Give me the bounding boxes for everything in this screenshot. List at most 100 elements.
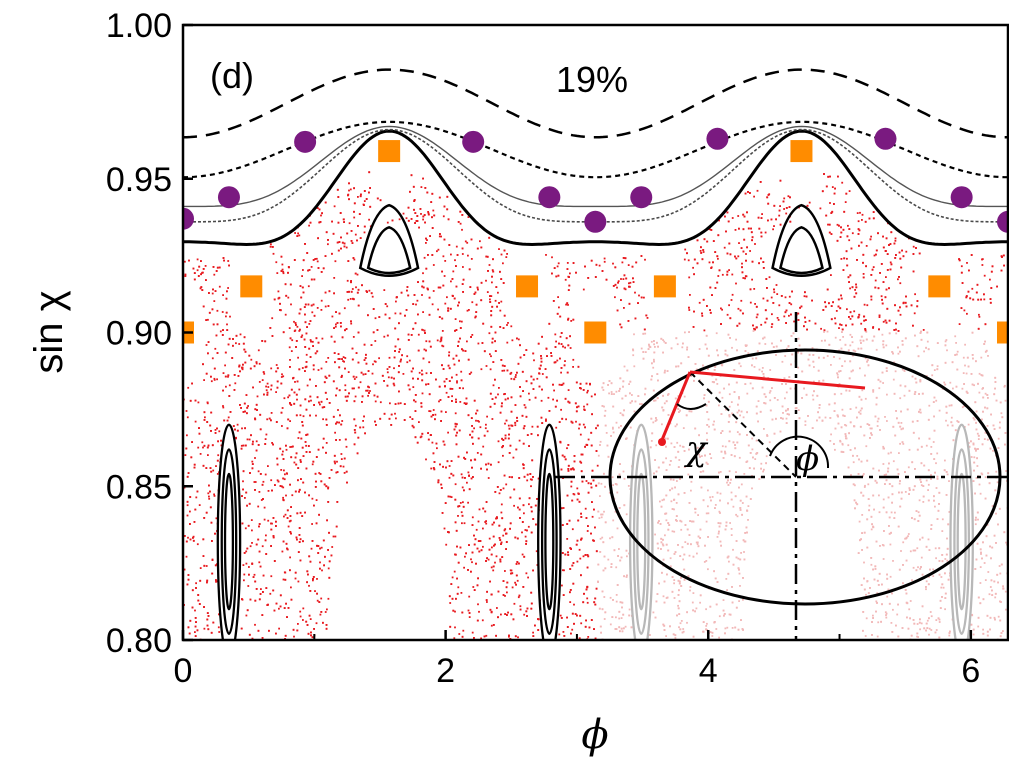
chaotic-orbit-point — [480, 299, 483, 302]
chaotic-orbit-point — [320, 546, 323, 549]
chaotic-orbit-point — [692, 609, 694, 612]
chaotic-orbit-point — [987, 397, 989, 399]
chaotic-orbit-point — [319, 547, 321, 550]
chaotic-orbit-point — [755, 357, 758, 360]
chaotic-orbit-point — [216, 266, 219, 269]
chaotic-orbit-point — [784, 311, 787, 314]
chaotic-orbit-point — [765, 278, 768, 280]
chaotic-orbit-point — [885, 612, 888, 615]
chaotic-orbit-point — [315, 257, 318, 260]
chaotic-orbit-point — [784, 397, 786, 400]
chaotic-orbit-point — [248, 502, 251, 505]
chaotic-orbit-point — [271, 317, 274, 320]
chaotic-orbit-point — [692, 266, 694, 269]
chaotic-orbit-point — [492, 384, 495, 387]
chaotic-orbit-point — [741, 628, 744, 630]
chaotic-orbit-point — [717, 532, 720, 535]
chaotic-orbit-point — [521, 553, 524, 556]
chaotic-orbit-point — [842, 336, 844, 338]
chaotic-orbit-point — [295, 346, 297, 348]
chaotic-orbit-point — [982, 598, 985, 601]
chaotic-orbit-point — [678, 589, 680, 592]
chaotic-orbit-point — [186, 416, 189, 419]
chaotic-orbit-point — [216, 309, 219, 312]
chaotic-orbit-point — [564, 397, 567, 400]
chaotic-orbit-point — [618, 548, 620, 550]
chaotic-orbit-point — [518, 562, 520, 565]
chaotic-orbit-point — [343, 221, 345, 223]
chaotic-orbit-point — [941, 530, 944, 532]
chaotic-orbit-point — [485, 423, 487, 426]
chaotic-orbit-point — [797, 312, 800, 315]
chaotic-orbit-point — [718, 219, 720, 222]
chaotic-orbit-point — [990, 557, 992, 560]
chaotic-orbit-point — [246, 504, 248, 507]
chaotic-orbit-point — [281, 425, 283, 427]
chaotic-orbit-point — [220, 439, 222, 442]
chaotic-orbit-point — [903, 394, 906, 397]
chaotic-orbit-point — [585, 480, 588, 482]
chaotic-orbit-point — [187, 386, 190, 389]
chaotic-orbit-point — [720, 307, 722, 310]
chaotic-orbit-point — [771, 418, 774, 421]
chaotic-orbit-point — [297, 551, 300, 553]
chaotic-orbit-point — [192, 535, 195, 538]
chaotic-orbit-point — [839, 323, 841, 326]
chaotic-orbit-point — [803, 295, 806, 298]
chaotic-orbit-point — [450, 280, 452, 283]
chaotic-orbit-point — [900, 422, 903, 424]
chaotic-orbit-point — [246, 609, 249, 612]
chaotic-orbit-point — [710, 267, 713, 269]
chaotic-orbit-point — [294, 577, 297, 580]
chaotic-orbit-point — [983, 274, 986, 277]
chaotic-orbit-point — [914, 293, 916, 296]
chaotic-orbit-point — [462, 501, 464, 504]
chaotic-orbit-point — [865, 331, 868, 333]
chaotic-orbit-point — [482, 507, 485, 510]
chaotic-orbit-point — [742, 312, 744, 315]
chaotic-orbit-point — [394, 312, 397, 315]
chaotic-orbit-point — [315, 385, 317, 387]
chaotic-orbit-point — [473, 543, 476, 546]
chaotic-orbit-point — [308, 323, 311, 325]
chaotic-orbit-point — [702, 621, 705, 623]
chaotic-orbit-point — [882, 346, 885, 349]
chaotic-orbit-point — [331, 252, 333, 255]
chaotic-orbit-point — [730, 534, 733, 536]
chaotic-orbit-point — [830, 433, 832, 436]
chaotic-orbit-point — [349, 188, 352, 191]
chaotic-orbit-point — [894, 370, 897, 373]
chaotic-orbit-point — [893, 392, 896, 395]
chaotic-orbit-point — [764, 343, 767, 345]
chaotic-orbit-point — [866, 459, 869, 462]
chaotic-orbit-point — [443, 527, 446, 530]
chaotic-orbit-point — [327, 501, 330, 503]
chaotic-orbit-point — [275, 261, 278, 264]
chaotic-orbit-point — [916, 623, 919, 625]
chaotic-orbit-point — [298, 388, 301, 391]
chaotic-orbit-point — [297, 232, 299, 235]
chaotic-orbit-point — [289, 402, 291, 404]
chaotic-orbit-point — [291, 445, 294, 448]
chaotic-orbit-point — [348, 189, 350, 192]
chaotic-orbit-point — [647, 348, 650, 350]
chaotic-orbit-point — [315, 414, 317, 417]
chaotic-orbit-point — [458, 633, 461, 635]
chaotic-orbit-point — [506, 341, 509, 344]
chaotic-orbit-point — [833, 410, 836, 412]
chaotic-orbit-point — [622, 470, 625, 473]
chaotic-orbit-point — [860, 322, 863, 325]
chaotic-orbit-point — [243, 336, 246, 339]
chaotic-orbit-point — [287, 296, 290, 299]
chaotic-orbit-point — [948, 634, 951, 637]
chaotic-orbit-point — [698, 301, 701, 304]
chaotic-orbit-point — [333, 277, 336, 279]
chaotic-orbit-point — [751, 278, 753, 281]
chaotic-orbit-point — [713, 570, 715, 573]
chaotic-orbit-point — [348, 222, 351, 225]
chaotic-orbit-point — [206, 401, 209, 404]
chaotic-orbit-point — [707, 512, 710, 515]
chaotic-orbit-point — [992, 449, 994, 452]
chaotic-orbit-point — [829, 440, 832, 442]
chaotic-orbit-point — [328, 290, 331, 293]
